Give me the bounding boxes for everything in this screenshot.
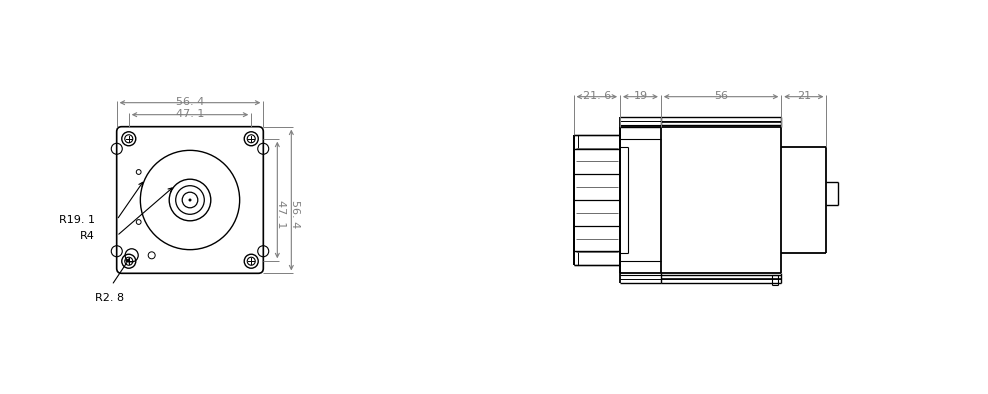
Text: 56: 56 [714,91,728,101]
Text: 21. 6: 21. 6 [583,91,611,101]
Text: R4: R4 [80,231,95,241]
FancyBboxPatch shape [117,127,264,273]
Text: R19. 1: R19. 1 [58,215,95,225]
Circle shape [189,199,192,201]
Text: 47. 1: 47. 1 [176,109,205,119]
Text: R2. 8: R2. 8 [95,293,124,303]
Text: 21: 21 [796,91,811,101]
Text: 56. 4: 56. 4 [290,200,300,228]
Text: 56. 4: 56. 4 [176,97,205,107]
Text: 19: 19 [633,91,647,101]
Text: 47. 1: 47. 1 [277,200,287,229]
